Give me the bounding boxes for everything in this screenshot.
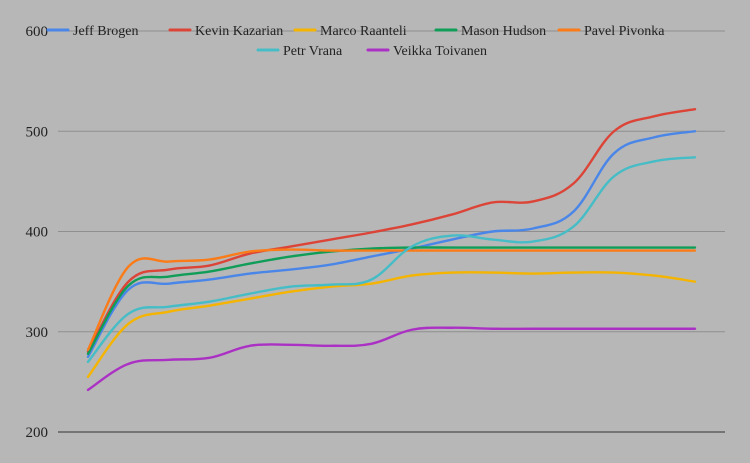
legend-label: Marco Raanteli [320, 24, 407, 39]
series-line-pavel-pivonka [86, 248, 697, 351]
legend-item-veikka-toivanen: Veikka Toivanen [366, 44, 487, 59]
legend-label: Jeff Brogen [73, 24, 138, 39]
series-lines [86, 107, 697, 392]
y-tick-label: 600 [26, 24, 49, 40]
legend-label: Mason Hudson [461, 24, 546, 39]
legend: Jeff Brogen Kevin Kazarian Marco Raanteli M… [46, 24, 665, 59]
series-line-kevin-kazarian [86, 107, 697, 353]
legend-item-mason-hudson: Mason Hudson [434, 24, 546, 39]
legend-label: Kevin Kazarian [195, 24, 283, 39]
legend-label: Veikka Toivanen [393, 44, 487, 59]
grid [58, 30, 725, 433]
legend-label: Pavel Pivonka [584, 24, 665, 39]
series-line-mason-hudson [86, 246, 697, 356]
y-tick-label: 300 [26, 325, 49, 341]
y-axis-ticks: 200 300 400 500 600 [26, 24, 49, 441]
legend-item-jeff-brogen: Jeff Brogen [46, 24, 138, 39]
legend-item-petr-vrana: Petr Vrana [256, 44, 343, 59]
y-tick-label: 400 [26, 225, 49, 241]
legend-item-marco-raanteli: Marco Raanteli [293, 24, 407, 39]
y-tick-label: 200 [26, 425, 49, 441]
series-line-petr-vrana [86, 156, 697, 364]
y-tick-label: 500 [26, 124, 49, 140]
legend-item-pavel-pivonka: Pavel Pivonka [557, 24, 665, 39]
series-line-jeff-brogen [86, 130, 697, 359]
legend-label: Petr Vrana [283, 44, 343, 59]
series-line-veikka-toivanen [86, 326, 697, 392]
series-line-marco-raanteli [86, 271, 697, 379]
legend-item-kevin-kazarian: Kevin Kazarian [168, 24, 283, 39]
